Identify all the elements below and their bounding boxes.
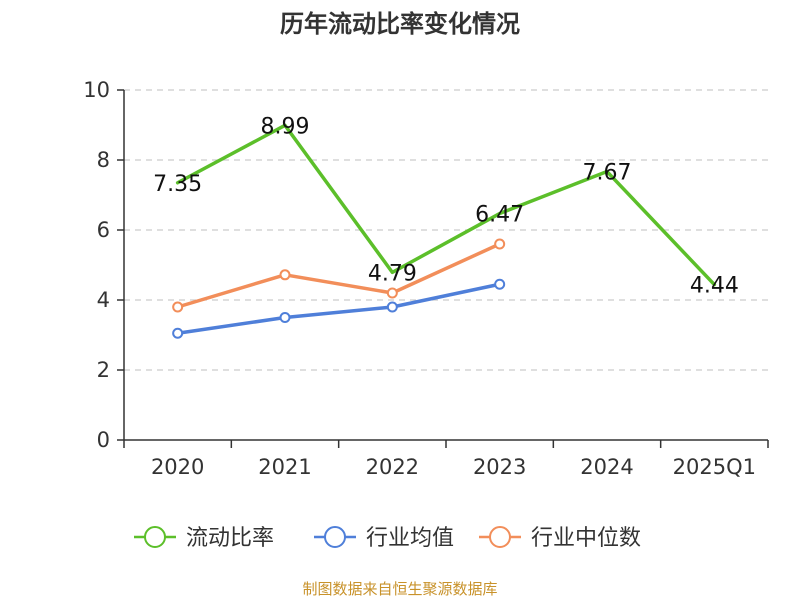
x-tick-label: 2021 (258, 455, 311, 479)
data-labels: 7.35 8.99 4.79 6.47 7.67 4.44 (153, 114, 739, 298)
x-tick-label: 2025Q1 (673, 455, 756, 479)
x-tick-label: 2024 (580, 455, 633, 479)
series-line (175, 242, 502, 309)
data-point (494, 278, 506, 290)
legend-item: 行业中位数 (479, 526, 641, 551)
data-label: 4.44 (690, 274, 739, 299)
data-label: 4.79 (368, 261, 417, 286)
legend-marker (489, 526, 511, 548)
chart-title: 历年流动比率变化情况 (280, 10, 520, 38)
legend-label: 行业中位数 (531, 526, 641, 551)
data-point (172, 327, 184, 339)
y-tick-label: 8 (97, 148, 110, 172)
series-line (175, 282, 502, 335)
legend-item: 流动比率 (134, 526, 274, 551)
data-label: 6.47 (475, 203, 524, 228)
x-tick-label: 2022 (366, 455, 419, 479)
legend-label: 流动比率 (186, 526, 274, 551)
legend-marker (324, 526, 346, 548)
data-point (172, 301, 184, 313)
series-line (175, 123, 717, 287)
data-label: 7.67 (583, 161, 632, 186)
y-tick-label: 6 (97, 218, 110, 242)
series-layer (172, 123, 717, 339)
axes: 0 2 4 6 8 10 2020 2021 2022 2023 2024 2025Q1 (83, 78, 769, 479)
legend-marker (144, 526, 166, 548)
x-tick-label: 2023 (473, 455, 526, 479)
data-point (386, 287, 398, 299)
data-point (494, 238, 506, 250)
y-tick-label: 10 (83, 78, 110, 102)
data-point (279, 269, 291, 281)
legend-item: 行业均值 (314, 526, 454, 551)
x-tick-label: 2020 (151, 455, 204, 479)
data-point (279, 312, 291, 323)
legend-label: 行业均值 (366, 526, 454, 551)
data-label: 7.35 (153, 172, 202, 197)
y-tick-label: 4 (97, 288, 110, 312)
y-tick-label: 2 (97, 358, 110, 382)
data-label: 8.99 (261, 114, 310, 139)
y-tick-label: 0 (97, 428, 110, 452)
gridlines (124, 89, 768, 371)
legend: 流动比率 行业均值 行业中位数 (134, 526, 641, 551)
source-note: 制图数据来自恒生聚源数据库 (302, 580, 498, 598)
data-point (386, 301, 398, 313)
